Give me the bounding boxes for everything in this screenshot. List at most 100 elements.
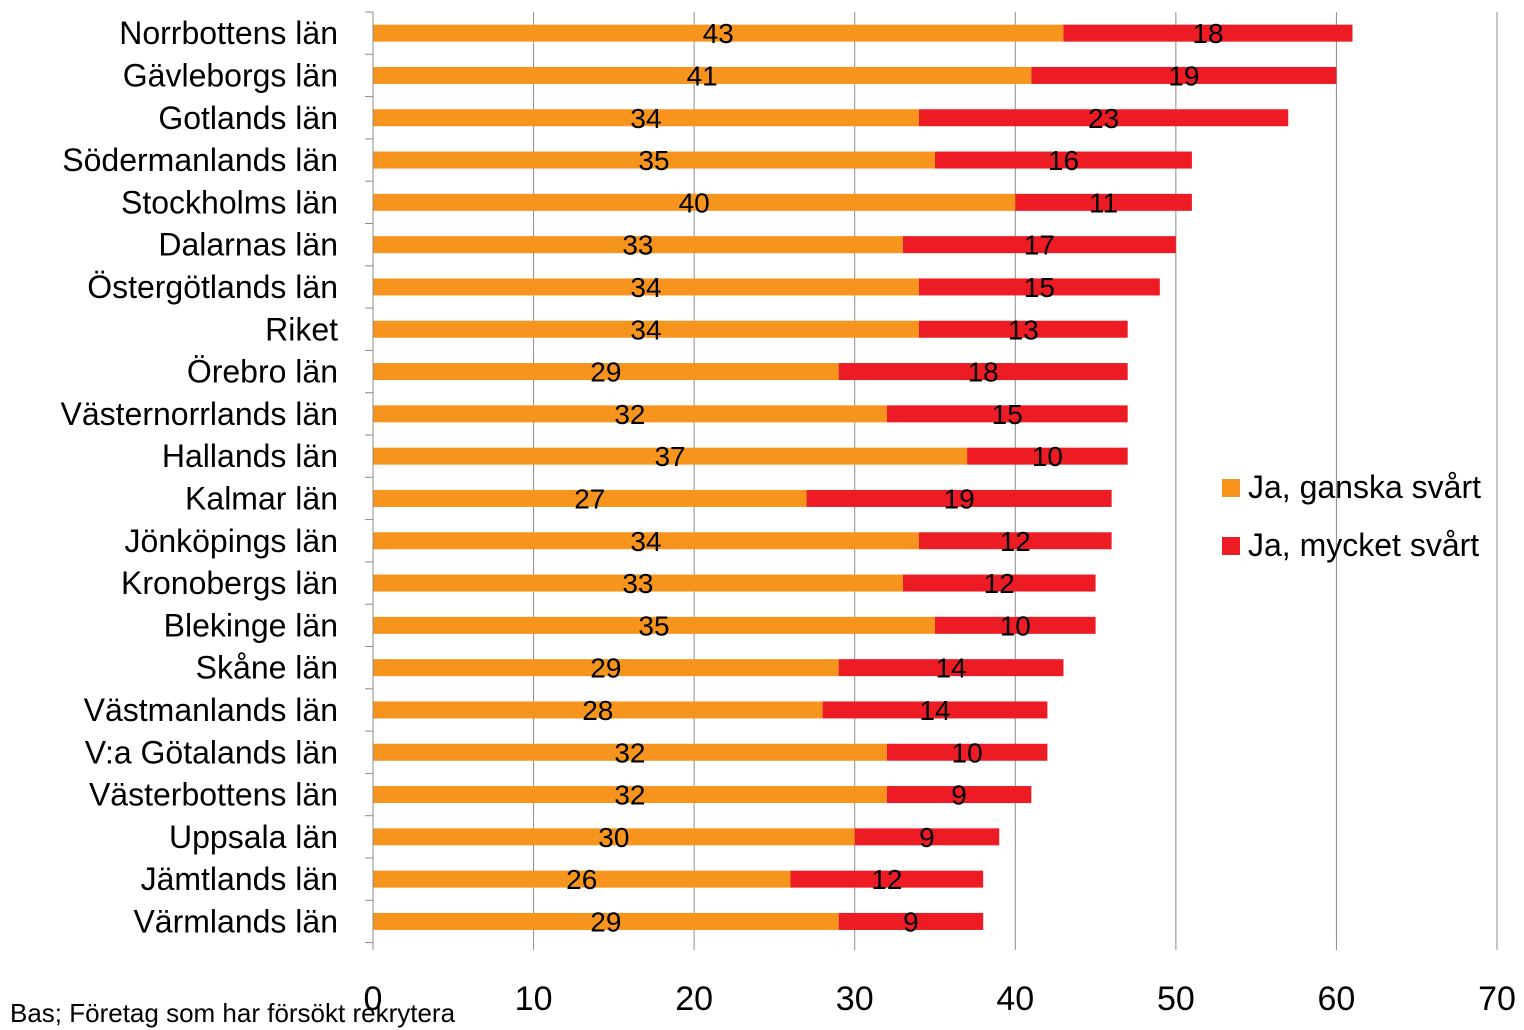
bar-segment-ganska (373, 659, 839, 677)
data-label: 37 (654, 441, 685, 472)
bar-segment-mycket (902, 574, 1096, 592)
category-label: Blekinge län (164, 607, 338, 643)
category-label: Jämtlands län (141, 861, 338, 897)
bar-segment-mycket (918, 278, 1160, 296)
data-label: 32 (614, 780, 645, 811)
bar-segment-mycket (967, 447, 1128, 465)
bar-segment-mycket (822, 701, 1048, 719)
data-label: 34 (630, 103, 661, 134)
data-label: 12 (1000, 526, 1031, 557)
data-label: 10 (952, 737, 983, 768)
bar-segment-ganska (373, 363, 839, 381)
category-label: Kronobergs län (121, 565, 338, 601)
bar-segment-ganska (373, 320, 919, 338)
x-tick-label: 0 (364, 980, 383, 1018)
category-label: Stockholms län (121, 184, 338, 220)
data-label: 28 (582, 695, 613, 726)
bar-segment-ganska (373, 405, 887, 423)
footnote: Bas; Företag som har försökt rekrytera (10, 998, 456, 1028)
bar-segment-ganska (373, 912, 839, 930)
bar-segment-mycket (918, 532, 1112, 550)
bar-segment-ganska (373, 786, 887, 804)
category-label: V:a Götalands län (85, 734, 338, 770)
category-label: Västmanlands län (84, 692, 338, 728)
bar-segment-mycket (1063, 24, 1353, 42)
data-label: 9 (951, 780, 967, 811)
bar-segment-ganska (373, 193, 1016, 211)
data-label: 9 (919, 822, 935, 853)
data-label: 29 (590, 653, 621, 684)
bar-segment-mycket (902, 236, 1176, 254)
bar-segment-ganska (373, 66, 1032, 84)
data-label: 10 (1000, 610, 1031, 641)
x-tick-label: 30 (836, 980, 874, 1018)
category-label: Dalarnas län (158, 227, 338, 263)
data-label: 10 (1032, 441, 1063, 472)
bar-segment-mycket (886, 405, 1128, 423)
category-label: Kalmar län (185, 480, 338, 516)
data-label: 17 (1024, 230, 1055, 261)
legend-label: Ja, ganska svårt (1248, 469, 1481, 505)
data-label: 19 (1168, 60, 1199, 91)
bar-segment-ganska (373, 532, 919, 550)
data-label: 18 (968, 357, 999, 388)
category-label: Södermanlands län (62, 142, 338, 178)
bar-segment-mycket (886, 786, 1032, 804)
category-label: Gävleborgs län (123, 57, 338, 93)
x-tick-label: 20 (675, 980, 713, 1018)
data-label: 12 (984, 568, 1015, 599)
bar-segment-ganska (373, 743, 887, 761)
legend-label: Ja, mycket svårt (1248, 527, 1479, 563)
data-label: 15 (1024, 272, 1055, 303)
category-label: Östergötlands län (87, 269, 338, 305)
data-label: 11 (1089, 187, 1118, 218)
bar-segment-mycket (838, 363, 1128, 381)
bar-segment-mycket (838, 659, 1064, 677)
data-label: 29 (590, 906, 621, 937)
x-tick-label: 50 (1157, 980, 1195, 1018)
data-label: 26 (566, 864, 597, 895)
bar-segment-mycket (854, 828, 1000, 846)
bar-segment-mycket (935, 616, 1096, 634)
data-label: 15 (992, 399, 1023, 430)
x-tick-label: 60 (1318, 980, 1356, 1018)
data-label: 40 (679, 187, 710, 218)
x-tick-labels: 0 10 20 30 40 50 60 70 (364, 980, 1516, 1018)
bar-segment-ganska (373, 574, 903, 592)
category-label: Hallands län (162, 438, 338, 474)
category-label: Riket (265, 311, 338, 347)
bar-segment-mycket (935, 151, 1192, 169)
data-label: 35 (638, 610, 669, 641)
data-label: 13 (1008, 314, 1039, 345)
data-label: 34 (630, 314, 661, 345)
data-label: 34 (630, 526, 661, 557)
bar-segment-ganska (373, 24, 1064, 42)
legend-swatch (1222, 537, 1240, 555)
bar-segment-mycket (918, 320, 1128, 338)
bar-segment-ganska (373, 489, 807, 507)
data-label: 18 (1192, 18, 1223, 49)
bar-segment-ganska (373, 616, 935, 634)
bars (373, 24, 1353, 930)
x-tick-label: 10 (515, 980, 553, 1018)
data-label: 16 (1048, 145, 1079, 176)
category-label: Norrbottens län (119, 15, 338, 51)
data-label: 35 (638, 145, 669, 176)
bar-segment-mycket (806, 489, 1112, 507)
data-label: 29 (590, 357, 621, 388)
bar-segment-mycket (1031, 66, 1337, 84)
data-label: 12 (871, 864, 902, 895)
category-label: Värmlands län (133, 903, 338, 939)
data-label: 32 (614, 737, 645, 768)
data-label: 32 (614, 399, 645, 430)
x-tick-label: 40 (996, 980, 1034, 1018)
category-labels: Norrbottens län Gävleborgs län Gotlands lä… (61, 15, 339, 939)
bar-segment-ganska (373, 109, 919, 127)
bar-segment-ganska (373, 236, 903, 254)
legend: Ja, ganska svårt Ja, mycket svårt (1222, 469, 1481, 563)
bar-segment-ganska (373, 447, 968, 465)
data-label: 14 (919, 695, 950, 726)
category-label: Örebro län (187, 354, 338, 390)
legend-swatch (1222, 479, 1240, 497)
